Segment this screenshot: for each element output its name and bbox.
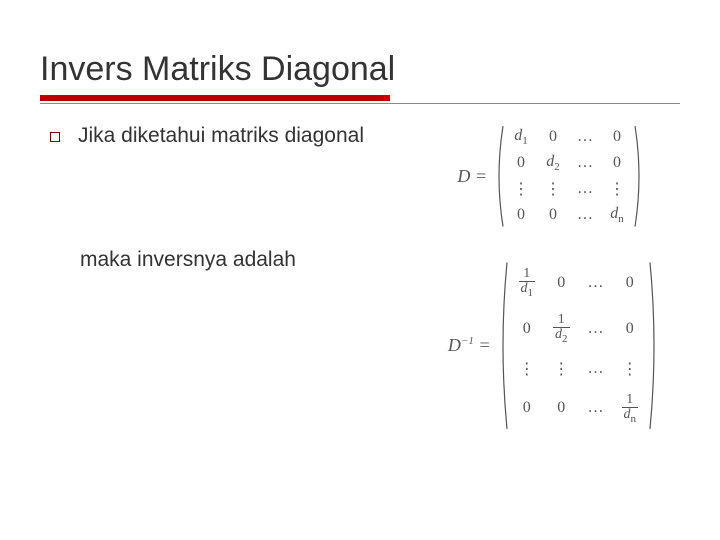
- paren-right-icon: [648, 259, 660, 432]
- matrix-dinv-label: D−1 =: [448, 335, 491, 356]
- frac-num: 1: [519, 267, 536, 282]
- matrix-dinv-table: 1d1 0…0 0 1d2 …0 ⋮⋮…⋮ 00… 1dn: [509, 259, 649, 432]
- matrix-d-inverse: D−1 = 1d1 0…0 0 1d2 …0: [448, 259, 660, 432]
- paren-left-icon: [493, 124, 505, 229]
- matrix-d-table: d10…0 0d2…0 ⋮⋮…⋮ 00…dn: [505, 124, 633, 229]
- square-bullet-icon: [50, 132, 60, 142]
- content-area: Jika diketahui matriks diagonal maka inv…: [40, 124, 680, 272]
- dinv-base: D: [448, 335, 461, 355]
- dinv-sup: −1: [461, 335, 474, 347]
- slide-title: Invers Matriks Diagonal: [40, 50, 680, 89]
- title-thinline: [40, 103, 680, 104]
- title-underline: [40, 95, 390, 101]
- paren-left-icon: [497, 259, 509, 432]
- paren-right-icon: [633, 124, 645, 229]
- frac-num: 1: [622, 393, 639, 408]
- dinv-eq: =: [474, 335, 491, 355]
- matrix-d-label: D =: [457, 166, 487, 187]
- matrix-d: D = d10…0 0d2…0 ⋮⋮…⋮ 00…dn: [457, 124, 645, 229]
- frac-num: 1: [553, 313, 570, 328]
- bullet-text-1: Jika diketahui matriks diagonal: [78, 124, 364, 148]
